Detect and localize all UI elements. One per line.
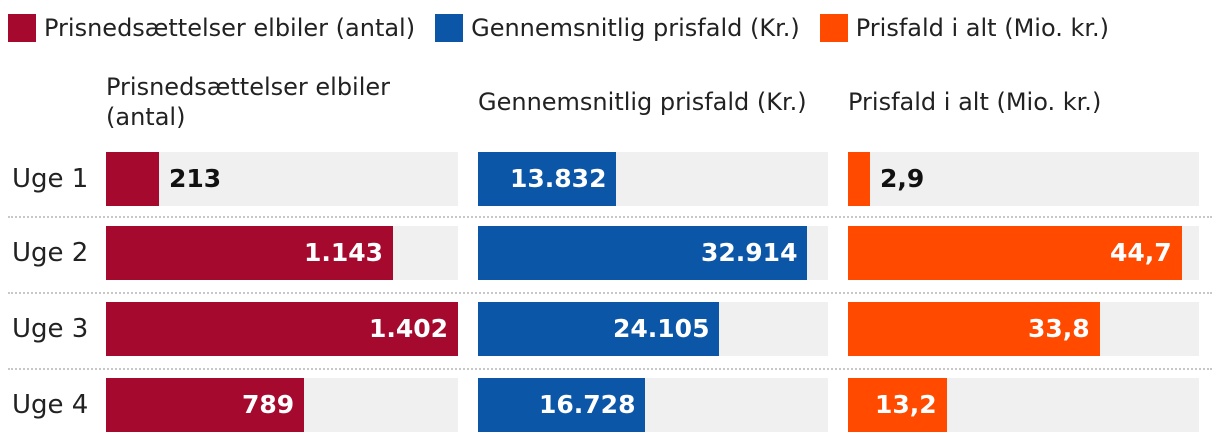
data-label: 789: [242, 390, 295, 419]
legend-label: Prisnedsættelser elbiler (antal): [44, 14, 416, 42]
data-label: 1.143: [304, 238, 384, 267]
data-label: 24.105: [613, 314, 710, 343]
row-label: Uge 2: [12, 238, 89, 268]
bar: [848, 302, 1100, 356]
bar: [106, 378, 304, 432]
data-label: 44,7: [1110, 238, 1172, 267]
data-label: 33,8: [1028, 314, 1090, 343]
bar-track: 16.728: [478, 378, 828, 432]
data-label: 1.402: [369, 314, 449, 343]
panel-title: Prisfald i alt (Mio. kr.): [848, 88, 1102, 116]
data-label: 32.914: [701, 238, 798, 267]
bar-track: 1.143: [106, 226, 458, 280]
bar: [848, 152, 870, 206]
bar-track: 789: [106, 378, 458, 432]
bar-track: 13.832: [478, 152, 828, 206]
bar-track: 213: [106, 152, 458, 206]
legend-swatch: [8, 14, 36, 42]
legend-swatch: [819, 14, 848, 42]
legend-label: Prisfald i alt (Mio. kr.): [855, 14, 1110, 42]
legend-item: Prisfald i alt (Mio. kr.): [819, 14, 1110, 42]
bar: [478, 378, 645, 432]
bar: [478, 152, 616, 206]
data-label: 13,2: [875, 390, 937, 419]
bar-track: 13,2: [848, 378, 1199, 432]
legend-label: Gennemsnitlig prisfald (Kr.): [471, 14, 800, 42]
legend-item: Prisnedsættelser elbiler (antal): [8, 14, 415, 42]
row-separator: [8, 216, 1212, 218]
bar-track: 32.914: [478, 226, 828, 280]
legend-swatch: [435, 14, 464, 42]
legend-item: Gennemsnitlig prisfald (Kr.): [435, 14, 800, 42]
panel-title: Prisnedsættelser elbiler (antal): [106, 73, 391, 131]
data-label: 16.728: [539, 390, 636, 419]
bar: [848, 378, 947, 432]
bar: [106, 226, 393, 280]
bar-track: 44,7: [848, 226, 1199, 280]
data-label: 213: [169, 164, 222, 193]
bar: [478, 302, 719, 356]
bar: [106, 152, 159, 206]
row-label: Uge 1: [12, 164, 89, 194]
panel-title: Gennemsnitlig prisfald (Kr.): [478, 88, 807, 116]
bar: [848, 226, 1182, 280]
bar-track: 33,8: [848, 302, 1199, 356]
row-label: Uge 4: [12, 390, 89, 420]
bar-track: 24.105: [478, 302, 828, 356]
bar: [106, 302, 458, 356]
row-separator: [8, 292, 1212, 294]
bar-track: 2,9: [848, 152, 1199, 206]
bar: [478, 226, 807, 280]
data-label: 2,9: [880, 164, 925, 193]
row-separator: [8, 368, 1212, 370]
chart-legend: Prisnedsættelser elbiler (antal) Gennemsn…: [8, 8, 1129, 48]
bar-track: 1.402: [106, 302, 458, 356]
row-label: Uge 3: [12, 314, 89, 344]
data-label: 13.832: [510, 164, 607, 193]
